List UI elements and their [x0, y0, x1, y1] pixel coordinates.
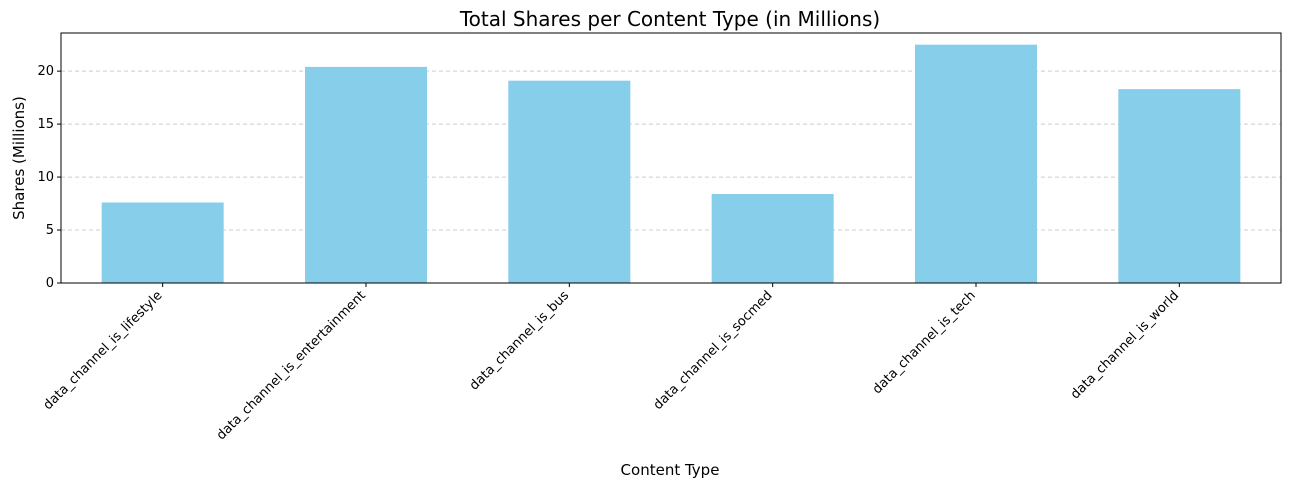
chart-title: Total Shares per Content Type (in Millio…	[459, 7, 880, 31]
bar-data-channel-is-world	[1118, 89, 1241, 283]
bar-data-channel-is-entertainment	[305, 66, 427, 283]
bar-data-channel-is-bus	[508, 80, 631, 283]
y-gridlines	[61, 70, 1281, 231]
y-axis-label: Shares (Millions)	[10, 96, 28, 220]
x-tick-label: data_channel_is_socmed	[651, 288, 776, 413]
y-tick-label: 0	[46, 276, 54, 291]
y-tick-label: 10	[37, 170, 54, 185]
x-tick-label: data_channel_is_world	[1068, 288, 1182, 402]
bars	[101, 44, 1241, 283]
y-tick-label: 15	[37, 117, 54, 132]
x-tick-label: data_channel_is_entertainment	[214, 288, 369, 443]
bar-data-channel-is-lifestyle	[101, 202, 224, 283]
y-axis-ticks: 0 5 10 15 20	[37, 64, 61, 291]
y-tick-label: 20	[37, 64, 54, 79]
bar-data-channel-is-tech	[915, 44, 1037, 283]
x-tick-label: data_channel_is_lifestyle	[41, 288, 166, 413]
x-axis-label: Content Type	[621, 461, 720, 479]
x-tick-label: data_channel_is_bus	[467, 288, 572, 393]
y-tick-label: 5	[46, 223, 54, 238]
bar-data-channel-is-socmed	[711, 194, 834, 283]
plot-area-frame	[60, 32, 1282, 284]
x-axis-ticks: data_channel_is_lifestyle data_channel_is…	[41, 283, 1182, 443]
x-tick-label: data_channel_is_tech	[870, 288, 979, 397]
